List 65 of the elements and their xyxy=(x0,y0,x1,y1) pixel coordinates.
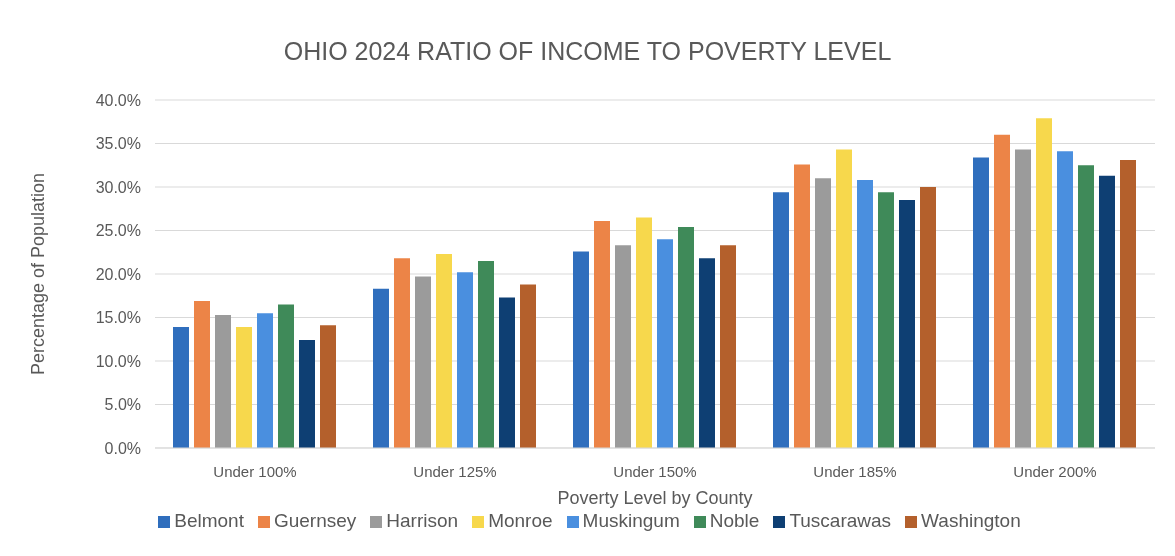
bar xyxy=(415,276,431,448)
x-axis-title: Poverty Level by County xyxy=(557,488,753,508)
bar xyxy=(1120,160,1136,448)
bar xyxy=(215,314,231,448)
bar xyxy=(299,340,315,448)
bar xyxy=(236,327,252,448)
bar xyxy=(836,149,852,448)
legend-label: Harrison xyxy=(386,510,459,531)
bar xyxy=(1015,149,1031,448)
bar xyxy=(1057,151,1073,448)
chart-title: OHIO 2024 RATIO OF INCOME TO POVERTY LEVEL xyxy=(283,36,892,66)
x-tick-label: Under 150% xyxy=(613,462,697,480)
bar xyxy=(899,200,915,448)
x-tick-label: Under 100% xyxy=(213,462,297,480)
bar xyxy=(794,164,810,448)
bar xyxy=(520,284,536,448)
bar xyxy=(478,260,494,448)
bar xyxy=(457,272,473,448)
bar xyxy=(857,180,873,448)
bar xyxy=(994,134,1010,448)
legend-label: Noble xyxy=(709,510,760,531)
bar xyxy=(278,304,294,448)
y-axis-title: Percentage of Population xyxy=(28,172,49,376)
bar xyxy=(257,313,273,448)
legend-label: Guernsey xyxy=(273,510,357,531)
bar xyxy=(657,239,673,448)
y-tick-label: 30.0% xyxy=(95,178,141,196)
y-tick-label: 5.0% xyxy=(104,396,141,414)
bar xyxy=(973,157,989,448)
y-tick-label: 0.0% xyxy=(104,439,141,457)
legend-label: Tuscarawas xyxy=(789,510,892,531)
bar xyxy=(699,258,715,448)
bar xyxy=(394,258,410,448)
y-tick-label: 25.0% xyxy=(95,222,141,240)
bar xyxy=(615,245,631,448)
bar xyxy=(1036,118,1052,448)
y-tick-label: 40.0% xyxy=(95,91,141,109)
bar xyxy=(573,251,589,448)
bar xyxy=(678,227,694,448)
bar xyxy=(815,178,831,448)
bar xyxy=(499,297,515,448)
legend-label: Washington xyxy=(921,510,1021,531)
bar xyxy=(1078,165,1094,448)
legend-label: Monroe xyxy=(488,510,553,531)
y-tick-label: 10.0% xyxy=(95,352,141,370)
bar xyxy=(594,220,610,448)
bar xyxy=(1099,175,1115,448)
bar xyxy=(194,300,210,448)
bar xyxy=(636,217,652,448)
y-tick-label: 20.0% xyxy=(95,265,141,283)
bar xyxy=(720,245,736,448)
bar xyxy=(173,327,189,448)
bar xyxy=(436,253,452,448)
y-tick-label: 35.0% xyxy=(95,135,141,153)
bar xyxy=(773,192,789,448)
y-tick-label: 15.0% xyxy=(95,309,141,327)
legend-label: Belmont xyxy=(174,510,244,531)
bar xyxy=(320,325,336,448)
x-tick-label: Under 125% xyxy=(413,462,497,480)
bar xyxy=(373,288,389,448)
legend-label: Muskingum xyxy=(582,510,680,531)
x-tick-label: Under 200% xyxy=(1013,462,1097,480)
x-tick-label: Under 185% xyxy=(813,462,897,480)
bar xyxy=(878,192,894,448)
bar xyxy=(920,187,936,448)
